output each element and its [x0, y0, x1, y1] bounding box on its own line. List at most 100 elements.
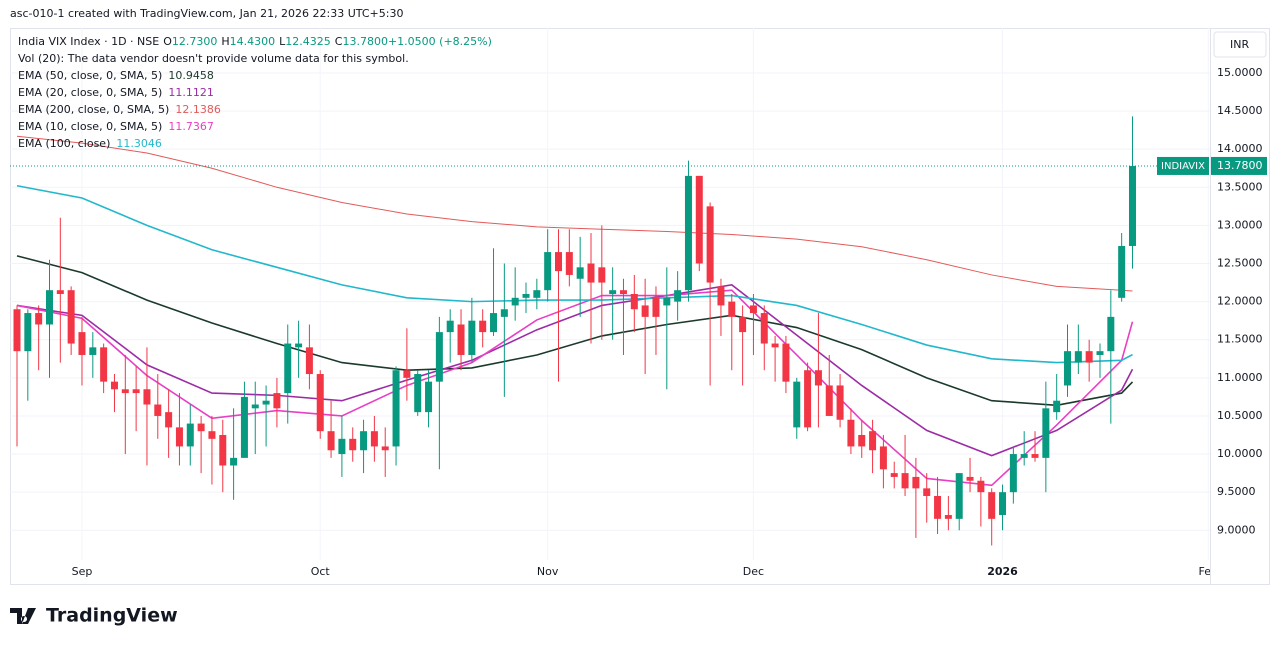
candle-body [782, 343, 790, 382]
candle-body [338, 438, 346, 455]
candle-body [1009, 454, 1017, 493]
candle-body [901, 473, 909, 489]
candle-body [327, 431, 335, 451]
x-tick-label: Oct [311, 565, 331, 578]
logo-mark [10, 608, 36, 624]
legend-value: 12.1386 [175, 103, 221, 116]
legend-row: EMA (50, close, 0, SMA, 5) 10.9458 [18, 69, 214, 82]
candle-body [999, 492, 1007, 516]
candle-body [955, 473, 963, 519]
summary-key: H [221, 35, 229, 48]
summary-key: O [163, 35, 172, 48]
x-tick-label: Dec [743, 565, 764, 578]
candle-body [219, 435, 227, 466]
candle-body [1107, 316, 1115, 352]
candle-body [728, 301, 736, 317]
candle-body [966, 476, 974, 481]
candle-body [598, 267, 606, 283]
candle-body [1118, 245, 1126, 298]
symbol-tag [1157, 156, 1209, 175]
currency-box[interactable] [1213, 31, 1267, 58]
candle-body [500, 309, 508, 317]
candle-body [869, 431, 877, 451]
summary-value: 12.7300 [172, 35, 218, 48]
x-tick-label: Feb [1199, 565, 1218, 578]
candle-body [576, 267, 584, 279]
brand-logo: TradingView [10, 605, 178, 627]
candle-body [684, 175, 692, 291]
candle-body [35, 313, 43, 325]
price-tag-label: 13.7800 [1217, 159, 1263, 172]
y-tick-label: 14.0000 [1217, 142, 1263, 155]
summary-value: 13.7800 [342, 35, 388, 48]
y-tick-label: 9.0000 [1217, 523, 1256, 536]
candle-body [165, 412, 173, 428]
candle-body [78, 332, 86, 355]
candle-body [316, 374, 324, 432]
candle-body [587, 263, 595, 283]
candle-body [45, 290, 53, 325]
candle-body [879, 446, 887, 470]
candle-body [522, 294, 530, 298]
candle-body [89, 347, 97, 355]
y-tick-label: 13.0000 [1217, 218, 1263, 231]
y-tick-label: 10.5000 [1217, 409, 1263, 422]
legend-value: 10.9458 [168, 69, 214, 82]
candle-body [652, 297, 660, 317]
legend-value: 11.7367 [168, 120, 214, 133]
candle-body [360, 431, 368, 451]
summary-value: 14.4300 [230, 35, 276, 48]
x-tick-label: 2026 [987, 565, 1018, 578]
candle-body [284, 343, 292, 394]
candle-body [825, 385, 833, 416]
y-tick-label: 10.0000 [1217, 447, 1263, 460]
candle-body [619, 290, 627, 294]
candle-body [609, 290, 617, 294]
y-tick-label: 11.5000 [1217, 333, 1263, 346]
candle-body [230, 457, 238, 466]
y-tick-label: 13.5000 [1217, 180, 1263, 193]
candle-body [414, 374, 422, 413]
candle-body [944, 515, 952, 519]
candle-body [490, 313, 498, 333]
candle-body [706, 206, 714, 283]
price-tag [1211, 156, 1267, 175]
candle-body [349, 438, 357, 451]
candle-body [814, 370, 822, 386]
legend-row: EMA (20, close, 0, SMA, 5) 11.1121 [18, 86, 214, 99]
candle-body [1042, 408, 1050, 458]
summary-key: L [279, 35, 286, 48]
legend: India VIX Index · 1D · NSE O12.7300 H14.43… [18, 35, 492, 150]
caption: asc-010-1 created with TradingView.com, … [10, 7, 403, 20]
candle-body [739, 316, 747, 333]
volume-note: Vol (20): The data vendor doesn't provid… [18, 52, 409, 65]
symbol-tag-label: INDIAVIX [1161, 161, 1205, 172]
candle-body [468, 320, 476, 355]
candle-body [771, 343, 779, 348]
candle-body [143, 389, 151, 405]
candle-body [392, 370, 400, 447]
candle-body [1085, 351, 1093, 363]
legend-row: EMA (200, close, 0, SMA, 5) 12.1386 [18, 103, 221, 116]
legend-value: 11.1121 [168, 86, 214, 99]
candle-body [24, 313, 32, 352]
y-tick-label: 9.5000 [1217, 485, 1256, 498]
candle-body [1020, 454, 1028, 458]
candle-body [425, 381, 433, 413]
legend-row: EMA (10, close, 0, SMA, 5) 11.7367 [18, 120, 214, 133]
summary-value: 12.4325 [285, 35, 331, 48]
candle-body [1053, 400, 1061, 413]
candle-body [555, 252, 562, 272]
candle-body [890, 473, 898, 477]
y-tick-label: 15.0000 [1217, 66, 1263, 79]
candle-body [630, 294, 638, 310]
candle-body [13, 309, 21, 352]
candle-body [110, 381, 118, 390]
candle-body [197, 423, 205, 432]
x-tick-label: Sep [72, 565, 93, 578]
legend-name: EMA (10, close, 0, SMA, 5) [18, 120, 162, 133]
symbol-title: India VIX Index · 1D · NSE [18, 35, 159, 48]
y-tick-label: 14.5000 [1217, 104, 1263, 117]
